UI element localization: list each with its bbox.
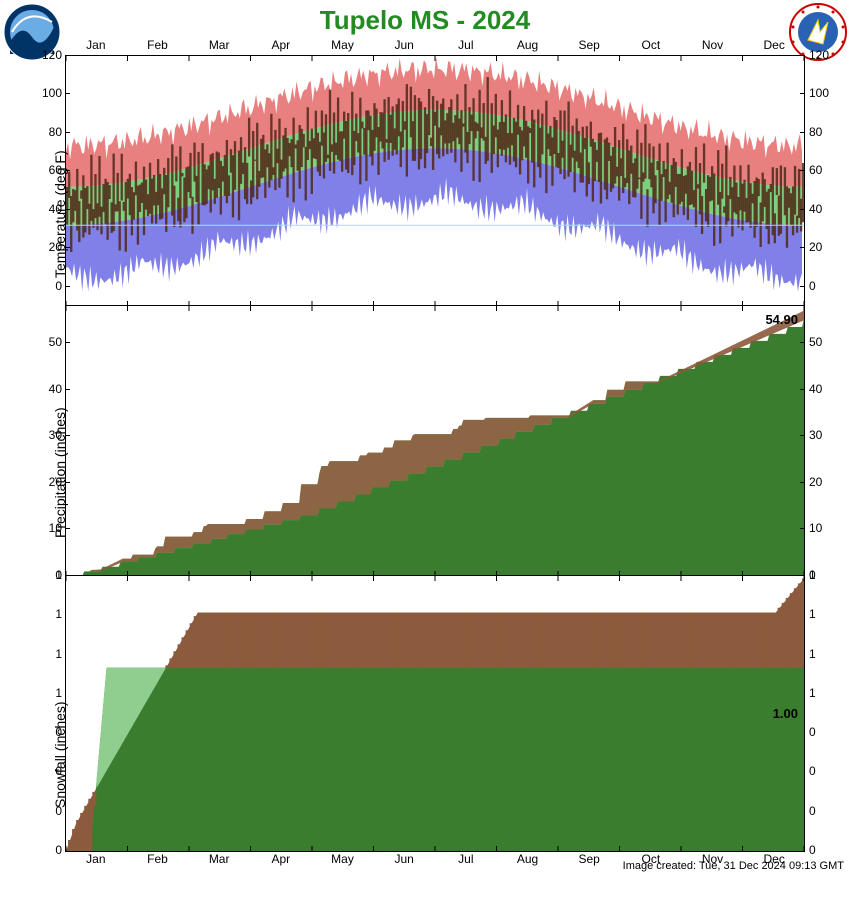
ytick-label: 1	[809, 647, 839, 661]
month-label: Jan	[66, 38, 126, 52]
ytick-label: 0	[809, 843, 839, 857]
temperature-panel	[65, 55, 805, 307]
ytick-label: 120	[32, 48, 62, 62]
ytick-label: 1	[32, 647, 62, 661]
month-label: Apr	[251, 852, 311, 866]
month-label: Feb	[128, 38, 188, 52]
ytick-label: 120	[809, 48, 839, 62]
ytick-label: 40	[809, 202, 839, 216]
month-label: Mar	[189, 38, 249, 52]
ytick-label: 1	[809, 607, 839, 621]
month-label: Aug	[498, 852, 558, 866]
weather-chart-container: Tupelo MS - 2024 JanFebMarAprMayJunJulAu…	[0, 0, 850, 900]
month-label: Jul	[436, 852, 496, 866]
ytick-label: 0	[809, 764, 839, 778]
ytick-label: 1	[32, 607, 62, 621]
ytick-label: 0	[809, 725, 839, 739]
month-label: Nov	[683, 38, 743, 52]
precipitation-annotation: 54.90	[765, 312, 798, 327]
ytick-label: 20	[32, 475, 62, 489]
ytick-label: 40	[32, 382, 62, 396]
ytick-label: 60	[809, 163, 839, 177]
ytick-label: 50	[809, 335, 839, 349]
ytick-label: 0	[32, 804, 62, 818]
ytick-label: 0	[32, 843, 62, 857]
month-label: Jun	[374, 38, 434, 52]
ytick-label: 40	[809, 382, 839, 396]
ytick-label: 80	[32, 125, 62, 139]
month-label: May	[313, 38, 373, 52]
ytick-label: 60	[32, 163, 62, 177]
ytick-label: 10	[809, 521, 839, 535]
ytick-label: 1	[32, 568, 62, 582]
ytick-label: 100	[32, 86, 62, 100]
ytick-label: 40	[32, 202, 62, 216]
chart-title: Tupelo MS - 2024	[0, 5, 850, 36]
month-label: Sep	[559, 852, 619, 866]
ytick-label: 20	[809, 475, 839, 489]
ytick-label: 30	[32, 428, 62, 442]
ytick-label: 80	[809, 125, 839, 139]
month-label: Jul	[436, 38, 496, 52]
snowfall-annotation: 1.00	[773, 706, 798, 721]
ytick-label: 0	[32, 764, 62, 778]
month-label: May	[313, 852, 373, 866]
snowfall-panel: 1.00	[65, 575, 805, 852]
ytick-label: 1	[809, 568, 839, 582]
month-label: Aug	[498, 38, 558, 52]
month-label: Sep	[559, 38, 619, 52]
month-label: Jun	[374, 852, 434, 866]
image-created-text: Image created: Tue, 31 Dec 2024 09:13 GM…	[623, 860, 844, 872]
ytick-label: 1	[809, 686, 839, 700]
precipitation-panel: 54.90	[65, 305, 805, 577]
month-label: Apr	[251, 38, 311, 52]
month-label: Jan	[66, 852, 126, 866]
month-label: Oct	[621, 38, 681, 52]
ytick-label: 0	[32, 279, 62, 293]
ytick-label: 100	[809, 86, 839, 100]
ytick-label: 20	[32, 240, 62, 254]
ytick-label: 0	[809, 279, 839, 293]
month-label: Mar	[189, 852, 249, 866]
ytick-label: 20	[809, 240, 839, 254]
ytick-label: 50	[32, 335, 62, 349]
ytick-label: 10	[32, 521, 62, 535]
ytick-label: 0	[809, 804, 839, 818]
ytick-label: 0	[32, 725, 62, 739]
ytick-label: 30	[809, 428, 839, 442]
month-label: Dec	[744, 38, 804, 52]
ytick-label: 1	[32, 686, 62, 700]
month-label: Feb	[128, 852, 188, 866]
